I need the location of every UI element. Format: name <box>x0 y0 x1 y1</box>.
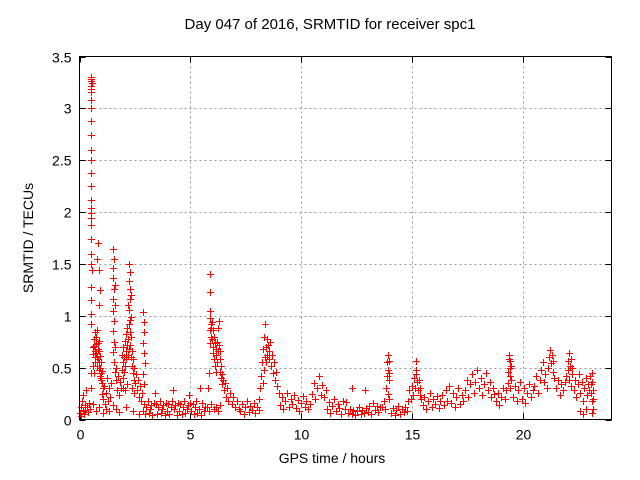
data-points-plus-markers <box>77 74 597 420</box>
y-tick-labels: 0 0.5 1 1.5 2 2.5 3 3.5 <box>52 50 72 429</box>
y-tick-label: 0 <box>64 413 72 429</box>
scatter-series <box>77 74 597 420</box>
x-tick-labels: 0 5 10 15 20 <box>77 427 532 443</box>
axis-ticks <box>79 56 612 421</box>
chart-title: Day 047 of 2016, SRMTID for receiver spc… <box>185 16 476 33</box>
y-gridlines <box>79 108 612 369</box>
y-tick-label: 3.5 <box>52 50 72 66</box>
x-axis-label: GPS time / hours <box>279 450 386 466</box>
y-axis-label: SRMTID / TECUs <box>20 183 36 293</box>
x-tick-label: 20 <box>516 427 532 443</box>
y-tick-label: 0.5 <box>52 361 72 377</box>
plot-border <box>79 56 612 420</box>
x-tick-label: 15 <box>405 427 421 443</box>
y-tick-label: 2.5 <box>52 153 72 169</box>
y-tick-label: 1.5 <box>52 257 72 273</box>
x-tick-label: 10 <box>294 427 310 443</box>
y-tick-label: 3 <box>64 101 72 117</box>
y-tick-label: 2 <box>64 205 72 221</box>
y-tick-label: 1 <box>64 309 72 325</box>
x-gridlines <box>190 56 524 420</box>
x-tick-label: 0 <box>77 427 85 443</box>
x-tick-label: 5 <box>187 427 195 443</box>
